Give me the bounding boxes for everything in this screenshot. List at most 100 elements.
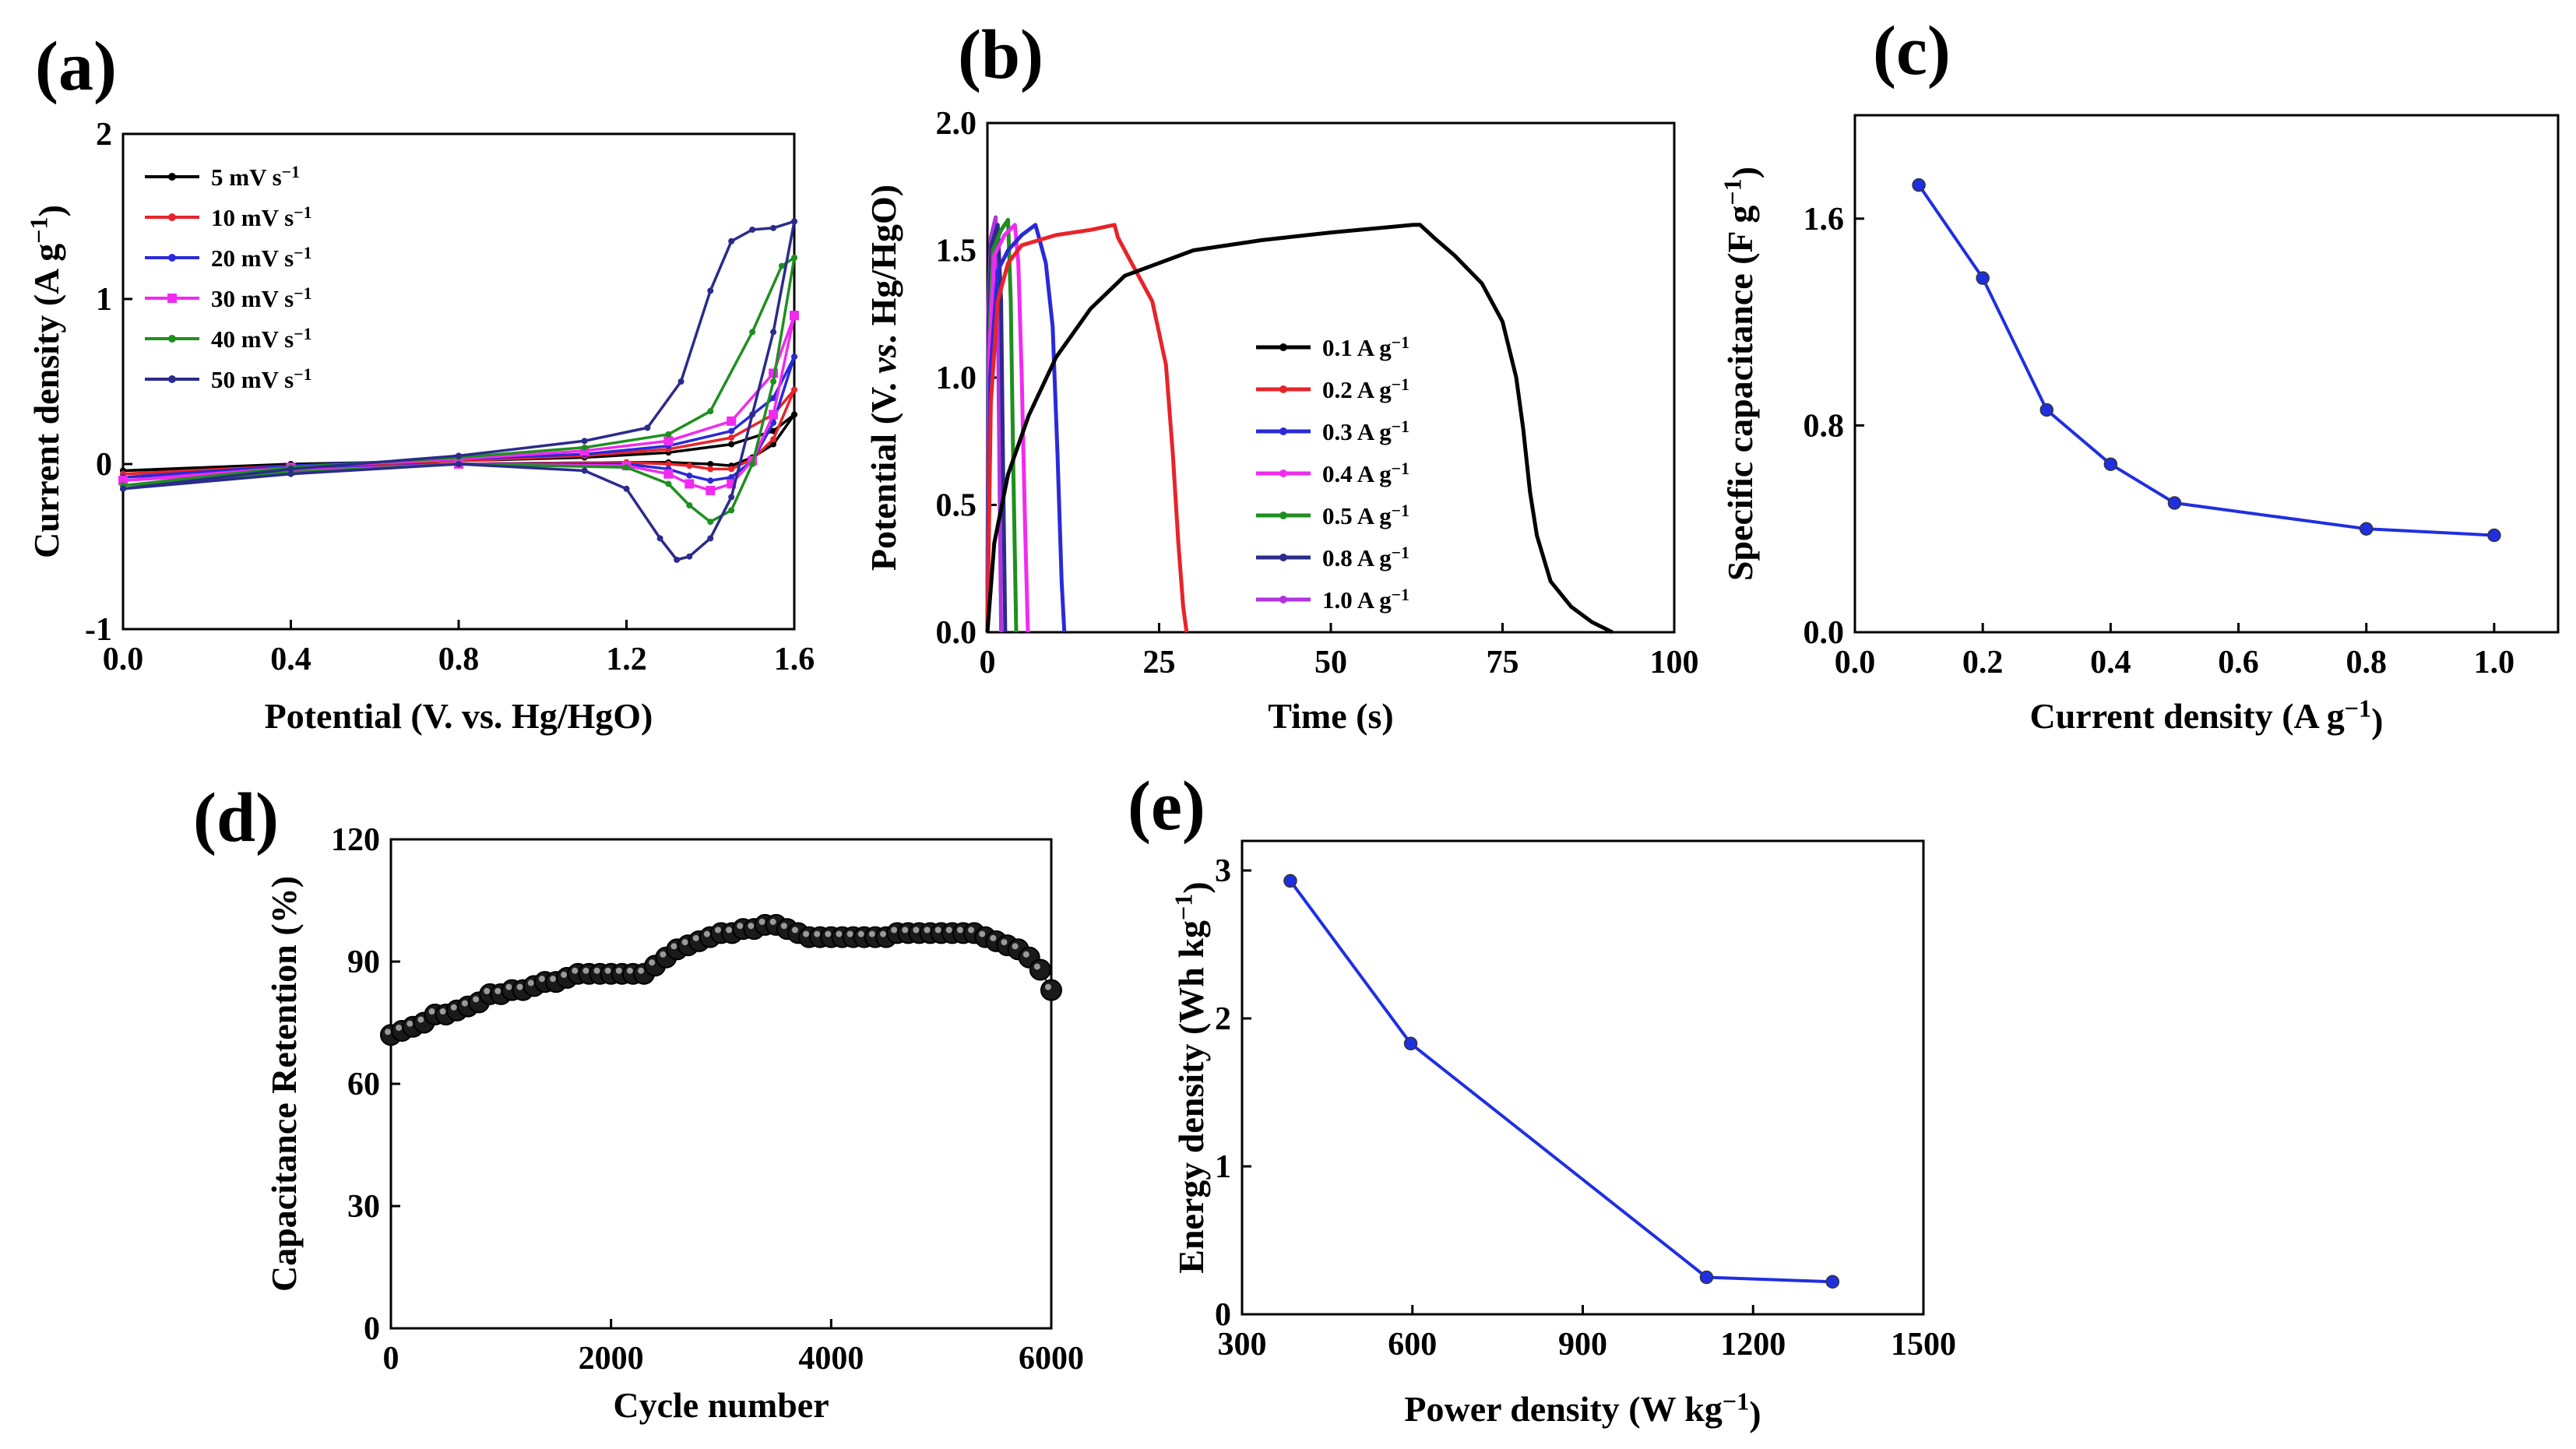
panel-label: (b): [958, 16, 1043, 93]
cv-marker: [581, 444, 588, 451]
legend-marker: [168, 254, 176, 262]
retention-point-highlight: [857, 930, 864, 937]
energy-point: [1403, 1036, 1418, 1051]
capacitance-point: [2487, 528, 2501, 543]
panel-label: (c): [1873, 12, 1951, 90]
x-tick-label: 0.8: [438, 642, 480, 677]
cv-marker: [770, 395, 777, 402]
cv-marker: [770, 436, 777, 443]
energy-point: [1825, 1275, 1840, 1289]
y-tick-label: 0: [96, 447, 112, 483]
gcd-series-line: [985, 223, 1030, 633]
capacitance-point: [2103, 457, 2118, 471]
cv-marker: [663, 436, 674, 446]
legend-marker: [167, 294, 177, 303]
retention-point-highlight: [604, 967, 611, 974]
legend-entry: 0.8 A g−1: [1322, 543, 1409, 572]
panel-e: 300 600 900 1200 1500 0 1 2 3 (e) Power density (W…: [1128, 768, 1956, 1433]
cv-marker: [456, 452, 462, 459]
retention-point-highlight: [538, 976, 545, 983]
cv-marker: [623, 464, 630, 471]
cv-marker: [728, 466, 735, 473]
cv-marker: [581, 467, 588, 474]
cv-marker: [770, 378, 777, 385]
cv-marker: [769, 410, 779, 420]
x-axis-label: Time (s): [1268, 696, 1393, 736]
retention-point-highlight: [814, 930, 821, 937]
retention-point-highlight: [461, 1000, 468, 1007]
retention-point-highlight: [945, 927, 952, 934]
retention-point-highlight: [406, 1020, 413, 1027]
x-tick-label: 0.0: [103, 642, 144, 677]
x-axis-label: Current density (A g−1): [2030, 695, 2384, 741]
panel-label: (a): [35, 28, 117, 105]
retention-point-highlight: [1045, 983, 1051, 990]
energy-point: [1699, 1270, 1714, 1285]
cv-marker: [623, 485, 630, 492]
retention-point-highlight: [924, 927, 931, 934]
retention-point-highlight: [737, 923, 744, 930]
retention-point-highlight: [396, 1024, 403, 1031]
cv-marker: [665, 461, 672, 467]
capacitance-line: [1917, 184, 2495, 537]
x-tick-label: 0.6: [2218, 645, 2259, 681]
retention-point-highlight: [913, 927, 920, 934]
x-axis-label: Cycle number: [613, 1385, 829, 1425]
retention-point-highlight: [1022, 951, 1029, 958]
legend-marker: [1279, 343, 1287, 351]
energy-line: [1289, 880, 1833, 1284]
cv-marker: [707, 466, 714, 473]
y-tick-label: 30: [347, 1189, 380, 1225]
cv-marker: [728, 434, 735, 441]
cv-marker: [770, 224, 777, 231]
x-tick-label: 0.4: [2090, 645, 2131, 681]
legend-marker: [168, 173, 176, 181]
y-axis-label: Specific capacitance (F g−1): [1719, 167, 1765, 581]
retention-point-highlight: [417, 1016, 424, 1023]
capacitance-point: [1912, 178, 1926, 192]
cv-marker: [707, 461, 714, 467]
x-tick-label: 4000: [798, 1341, 864, 1377]
x-tick-label: 25: [1143, 645, 1176, 681]
x-tick-label: 6000: [1019, 1341, 1084, 1377]
cv-marker: [707, 287, 714, 294]
retention-point-highlight: [758, 918, 765, 925]
x-tick-label: 300: [1218, 1327, 1267, 1363]
retention-point-highlight: [572, 967, 579, 974]
retention-point-highlight: [715, 927, 721, 934]
legend-entry: 0.2 A g−1: [1322, 375, 1409, 403]
y-tick-label: 90: [347, 944, 380, 980]
cv-marker: [728, 507, 735, 514]
retention-point-highlight: [880, 930, 886, 937]
legend-entry: 30 mV s−1: [211, 284, 311, 312]
cv-marker: [791, 353, 797, 360]
x-tick-label: 1.2: [606, 642, 647, 677]
cv-marker: [728, 237, 735, 244]
x-tick-label: 0: [980, 645, 996, 681]
x-tick-label: 900: [1558, 1327, 1607, 1363]
retention-point-highlight: [428, 1008, 435, 1015]
retention-point-highlight: [934, 927, 941, 934]
retention-point-highlight: [692, 934, 699, 941]
y-tick-label: 0: [364, 1311, 380, 1347]
plot-frame: [1240, 839, 1925, 1316]
legend-marker: [1279, 512, 1287, 519]
x-tick-label: 50: [1314, 645, 1347, 681]
retention-point-highlight: [956, 927, 963, 934]
x-tick-label: 0.2: [1962, 645, 2004, 681]
retention-point-highlight: [748, 923, 755, 930]
cv-marker: [728, 473, 735, 480]
legend-marker: [168, 335, 176, 343]
cv-marker: [791, 255, 797, 261]
retention-point: [1040, 979, 1062, 1001]
x-tick-label: 0.0: [1835, 645, 1876, 681]
panel-c: 0.0 0.2 0.4 0.6 0.8 1.0 0.0 0.8 1.6 (c) Current de…: [1719, 12, 2560, 741]
panel-b: 0 25 50 75 100 0.0 0.5 1.0 1.5 2.0 (b) Time (s) Pote…: [864, 16, 1699, 736]
legend-entry: 0.5 A g−1: [1322, 501, 1409, 529]
retention-point-highlight: [726, 927, 733, 934]
cv-marker: [791, 386, 797, 393]
x-tick-label: 1200: [1720, 1327, 1786, 1363]
x-axis-label: Power density (W kg−1): [1404, 1387, 1761, 1434]
legend-marker: [168, 213, 176, 221]
legend-marker: [1279, 385, 1287, 393]
